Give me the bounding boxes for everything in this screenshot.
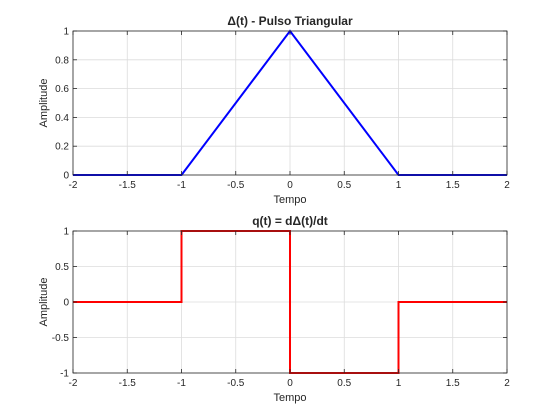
plot2-series-0-line <box>73 230 507 374</box>
plot1-ytick-label-5: 1 <box>63 27 69 38</box>
plot1-xtick-label-0: -2 <box>69 180 78 191</box>
plot2-ytick-label-3: 0.5 <box>55 262 69 273</box>
plot1-xtick-label-4: 0 <box>287 180 293 191</box>
plot2-xtick-label-1: -1.5 <box>119 378 137 389</box>
plot1-xtick-label-7: 1.5 <box>446 180 460 191</box>
plot2-xtick-label-8: 2 <box>504 378 510 389</box>
plot2-xtick-label-2: -1 <box>177 378 186 389</box>
plot2-ytick-label-4: 1 <box>63 227 69 238</box>
plot2-xtick-label-3: -0.5 <box>227 378 245 389</box>
plot1-title: Δ(t) - Pulso Triangular <box>227 14 353 28</box>
plot1-ytick-label-2: 0.4 <box>55 113 69 124</box>
plot1-xtick-label-5: 0.5 <box>337 180 351 191</box>
plot1-xtick-label-2: -1 <box>177 180 186 191</box>
plot2-ylabel: Amplitude <box>38 278 50 327</box>
plot2-ytick-label-1: -0.5 <box>52 333 70 344</box>
plot2-xtick-label-4: 0 <box>287 378 293 389</box>
plot1-ylabel: Amplitude <box>38 79 50 128</box>
plot2-ytick-label-0: -1 <box>60 369 69 380</box>
plot1-ytick-label-1: 0.2 <box>55 142 69 153</box>
plot1: -2 -1.5 -1 -0.5 0 0.5 1 1.5 2 0 0.2 0.4 0.6 0.8 1 Δ(t) … <box>38 14 510 206</box>
plot2-xtick-label-5: 0.5 <box>337 378 351 389</box>
plot2-xlabel: Tempo <box>273 392 306 404</box>
plot1-xtick-label-6: 1 <box>396 180 402 191</box>
plot2-xtick-label-7: 1.5 <box>446 378 460 389</box>
plot2-title: q(t) = dΔ(t)/dt <box>252 214 328 228</box>
plot1-ytick-label-3: 0.6 <box>55 84 69 95</box>
plot2-xtick-label-6: 1 <box>396 378 402 389</box>
plot1-ytick-label-4: 0.8 <box>55 55 69 66</box>
plot2-xtick-label-0: -2 <box>69 378 78 389</box>
plot2-ytick-label-2: 0 <box>63 298 69 309</box>
plot1-xtick-label-3: -0.5 <box>227 180 245 191</box>
plot1-ytick-label-0: 0 <box>63 171 69 182</box>
plot1-xlabel: Tempo <box>273 194 306 206</box>
plot1-xtick-label-1: -1.5 <box>119 180 137 191</box>
plot2: -2 -1.5 -1 -0.5 0 0.5 1 1.5 2 -1 -0.5 0 0.5 1 q(t) = d… <box>38 214 510 404</box>
plot1-xtick-label-8: 2 <box>504 180 510 191</box>
